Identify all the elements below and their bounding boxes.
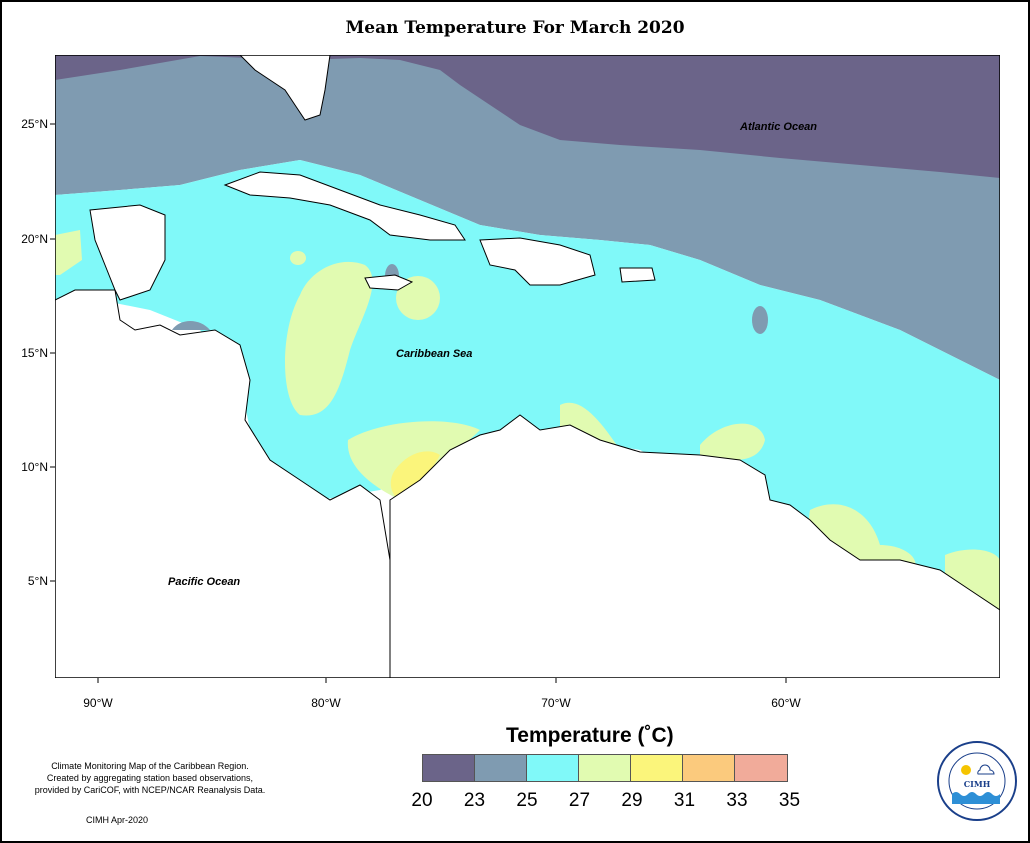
legend-tick-label: 23	[463, 790, 486, 811]
land-puerto-rico	[619, 267, 656, 283]
land-hispaniola	[479, 237, 596, 286]
temp-zone-27-29-small	[290, 251, 306, 265]
map-title: Mean Temperature For March 2020	[345, 18, 685, 38]
lon-label-60: 60°W	[771, 696, 801, 710]
credit-text: Climate Monitoring Map of the Caribbean …	[20, 760, 280, 796]
land-florida	[239, 55, 331, 121]
legend-tick-label: 35	[778, 790, 801, 811]
temp-zone-23-25-dominica	[752, 306, 768, 334]
temp-zone-27-29-west	[55, 230, 82, 275]
legend-swatch	[579, 755, 631, 781]
map-canvas	[55, 55, 1000, 678]
legend-tick-label: 31	[673, 790, 696, 811]
land-south-america	[389, 414, 1000, 678]
land-central-america	[55, 289, 391, 678]
legend-swatch	[527, 755, 579, 781]
logo-text: CIMH	[964, 779, 991, 789]
temp-zone-20-23	[55, 55, 1000, 178]
lon-label-90: 90°W	[83, 696, 113, 710]
legend-tick-label: 25	[516, 790, 538, 811]
lat-label-10: 10°N	[21, 460, 48, 474]
lon-label-70: 70°W	[541, 696, 571, 710]
lat-label-15: 15°N	[21, 346, 48, 360]
lat-label-25: 25°N	[21, 117, 48, 131]
legend-swatch	[735, 755, 787, 781]
lat-axis: 25°N 20°N 15°N 10°N 5°N	[21, 117, 55, 588]
credit-line: Climate Monitoring Map of the Caribbean …	[51, 761, 249, 771]
legend-ticks: 20 23 25 27 29 31 33 35	[402, 790, 812, 814]
lon-axis: 90°W 80°W 70°W 60°W	[83, 678, 801, 710]
legend-tick-label: 29	[621, 790, 643, 811]
atlantic-ocean-label: Atlantic Ocean	[739, 121, 817, 133]
lat-label-20: 20°N	[21, 232, 48, 246]
legend-tick-label: 33	[726, 790, 748, 811]
temp-zone-29-31-colombia	[390, 451, 440, 500]
legend-tick-label: 27	[568, 790, 591, 811]
wave-icon	[952, 792, 1000, 804]
credit-line: provided by CariCOF, with NCEP/NCAR Rean…	[34, 785, 266, 795]
caribbean-sea-label: Caribbean Sea	[396, 348, 472, 360]
pacific-ocean-label: Pacific Ocean	[168, 576, 240, 588]
legend-swatch	[683, 755, 735, 781]
legend-swatch	[475, 755, 527, 781]
temp-zone-27-29-jamaica	[285, 261, 373, 416]
temp-zone-27-29-trinidad	[700, 423, 765, 460]
credit-line: Created by aggregating station based obs…	[46, 773, 254, 783]
cloud-icon	[977, 764, 995, 775]
legend-tick-label: 20	[411, 790, 433, 811]
cimh-logo: CIMH	[937, 741, 1017, 821]
temp-zone-27-29-isle	[396, 276, 440, 320]
land-cuba	[223, 171, 466, 241]
legend-swatch	[631, 755, 683, 781]
lon-label-80: 80°W	[311, 696, 341, 710]
legend-swatch	[423, 755, 475, 781]
temp-zone-23-25-honduras	[172, 321, 210, 330]
sun-icon	[961, 765, 971, 775]
land-jamaica	[364, 274, 414, 291]
land-yucatan	[89, 204, 166, 301]
legend-colorbar	[422, 754, 788, 782]
legend-title: Temperature (˚C)	[506, 724, 674, 747]
credit-date: CIMH Apr-2020	[86, 815, 149, 825]
lat-label-5: 5°N	[28, 574, 48, 588]
